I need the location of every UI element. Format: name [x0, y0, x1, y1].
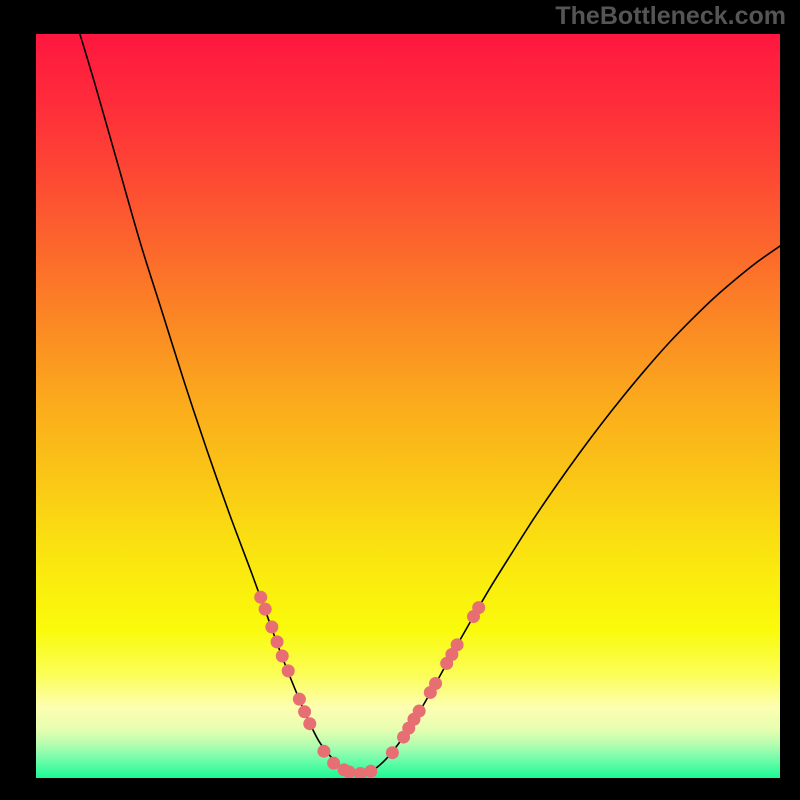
data-marker	[303, 717, 316, 730]
data-marker	[317, 745, 330, 758]
data-marker	[265, 620, 278, 633]
data-marker	[472, 601, 485, 614]
data-marker	[298, 705, 311, 718]
chart-svg	[36, 34, 780, 778]
data-marker	[429, 677, 442, 690]
plot-area	[36, 34, 780, 778]
data-marker	[282, 664, 295, 677]
data-marker	[343, 766, 356, 778]
data-marker	[259, 603, 272, 616]
data-marker	[254, 591, 267, 604]
gradient-background	[36, 34, 780, 778]
data-marker	[413, 705, 426, 718]
data-marker	[364, 765, 377, 778]
data-marker	[276, 649, 289, 662]
data-marker	[293, 693, 306, 706]
data-marker	[386, 746, 399, 759]
data-marker	[451, 638, 464, 651]
data-marker	[271, 635, 284, 648]
watermark-text: TheBottleneck.com	[555, 2, 786, 31]
